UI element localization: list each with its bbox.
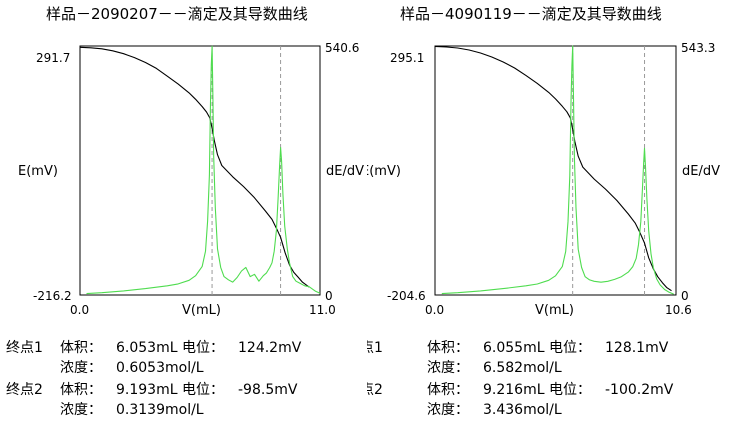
potential-value: 124.2mV [238, 340, 302, 356]
volume-label: 体积： [427, 340, 469, 356]
y-right-axis-label: dE/dV [326, 164, 364, 179]
conc-value: 3.436mol/L [483, 402, 562, 418]
conc-label: 浓度： [60, 402, 102, 418]
titration-chart-2: 样品－4090119－－滴定及其导数曲线 295.1 -204.6 543.3 … [367, 5, 720, 318]
potential-value: -100.2mV [605, 382, 674, 398]
x-min-label: 0.0 [70, 303, 89, 317]
x-max-label: 10.6 [665, 303, 692, 317]
endpoint-2-info: 终点2 体积： 9.193mL 电位： -98.5mV [6, 380, 297, 400]
endpoint-label: 点1 [367, 340, 383, 356]
conc-value: 0.3139mol/L [116, 402, 204, 418]
volume-label: 体积： [60, 340, 102, 356]
conc-label: 浓度： [60, 360, 102, 376]
conc-value: 0.6053mol/L [116, 360, 204, 376]
series-group [434, 45, 674, 295]
endpoint-label: 终点1 [6, 340, 43, 356]
potential-label: 电位： [549, 382, 591, 398]
conc-label: 浓度： [427, 402, 469, 418]
y-right-max-label: 543.3 [681, 41, 715, 55]
endpoint-1-conc: 浓度： 0.6053mol/L [60, 358, 204, 378]
y-left-axis-label: E(mV) [18, 164, 58, 179]
endpoint-2-conc: 浓度： 0.3139mol/L [60, 400, 204, 420]
volume-value: 9.193mL [116, 382, 178, 398]
potential-label: 电位： [182, 340, 224, 356]
y-left-max-label: 291.7 [36, 51, 70, 65]
volume-label: 体积： [427, 382, 469, 398]
potential-label: 电位： [182, 382, 224, 398]
x-max-label: 11.0 [309, 303, 336, 317]
derivative-curve [441, 45, 674, 295]
y-right-min-label: 0 [681, 289, 689, 303]
x-min-label: 0.0 [425, 303, 444, 317]
endpoint-1-conc: 浓度： 6.582mol/L [427, 358, 562, 378]
y-right-min-label: 0 [325, 289, 333, 303]
series-group [79, 45, 321, 295]
volume-value: 9.216mL [483, 382, 545, 398]
volume-label: 体积： [60, 382, 102, 398]
y-left-min-label: -204.6 [387, 289, 426, 303]
y-left-min-label: -216.2 [33, 289, 72, 303]
endpoint-label: 终点2 [6, 382, 43, 398]
endpoint-label: 点2 [367, 382, 383, 398]
derivative-curve [86, 45, 321, 295]
volume-value: 6.053mL [116, 340, 178, 356]
conc-value: 6.582mol/L [483, 360, 562, 376]
plot-frame [79, 45, 321, 296]
y-right-max-label: 540.6 [325, 41, 359, 55]
potential-value: 128.1mV [605, 340, 669, 356]
y-left-max-label: 295.1 [390, 51, 424, 65]
plot-frame [434, 45, 677, 296]
x-axis-label: V(mL) [535, 303, 574, 318]
endpoint-2-conc: 浓度： 3.436mol/L [427, 400, 562, 420]
y-right-axis-label: dE/dV [682, 164, 720, 179]
potential-value: -98.5mV [238, 382, 298, 398]
chart-title: 样品－2090207－－滴定及其导数曲线 [46, 5, 308, 23]
chart-title: 样品－4090119－－滴定及其导数曲线 [400, 5, 662, 23]
x-axis-label: V(mL) [182, 303, 221, 318]
titration-panel-1: 样品－2090207－－滴定及其导数曲线 291.7 -216.2 540.6 … [6, 5, 364, 420]
titration-chart-1: 样品－2090207－－滴定及其导数曲线 291.7 -216.2 540.6 … [18, 5, 364, 318]
potential-label: 电位： [549, 340, 591, 356]
endpoint-1-info: 终点1 体积： 6.053mL 电位： 124.2mV [6, 338, 301, 358]
y-left-axis-label: E(mV) [367, 164, 401, 179]
conc-label: 浓度： [427, 360, 469, 376]
volume-value: 6.055mL [483, 340, 545, 356]
titration-panel-2: 样品－4090119－－滴定及其导数曲线 295.1 -204.6 543.3 … [367, 0, 734, 421]
